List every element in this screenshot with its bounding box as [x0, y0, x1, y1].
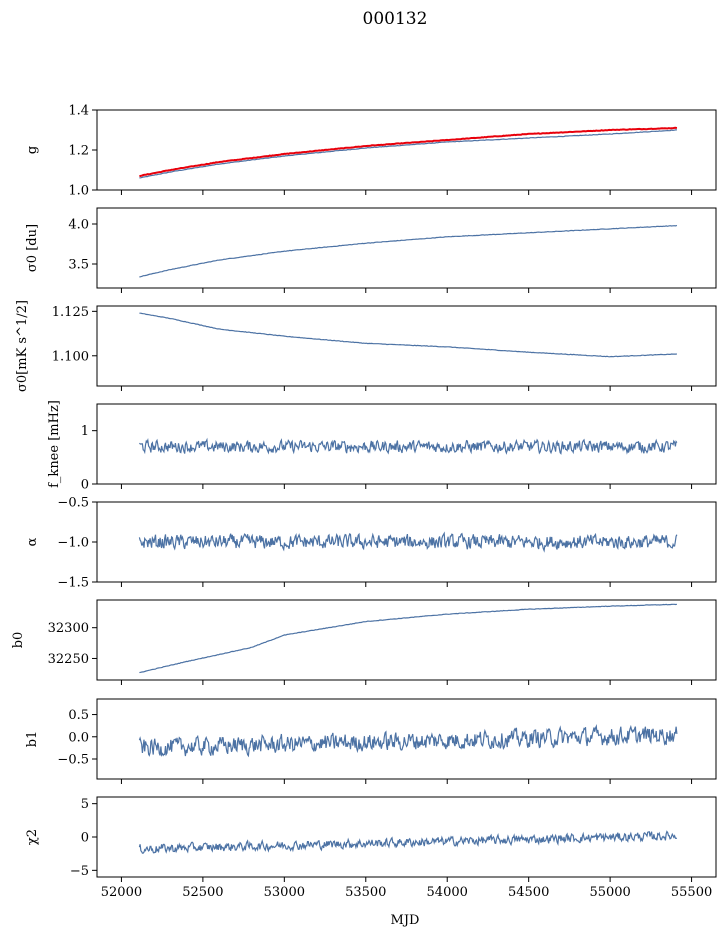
- series-line-4-1: [139, 437, 678, 455]
- panel-7: −0.5 0.0 0.5 b1: [25, 698, 717, 784]
- figure-title: 000132: [363, 9, 428, 29]
- y-tick-label-5-3: −0.5: [57, 496, 89, 511]
- y-axis-label-5: α: [25, 537, 40, 546]
- panel-3: 1.100 1.125 σ0[mK s^1/2]: [15, 300, 717, 392]
- x-axis-label: MJD: [391, 913, 420, 928]
- series-line-1-2: [139, 126, 678, 178]
- y-tick-label-1-1: 1.0: [68, 184, 89, 199]
- y-tick-label-3-2: 1.125: [52, 305, 89, 320]
- y-tick-label-3-1: 1.100: [52, 349, 89, 364]
- y-tick-label-2-1: 3.5: [68, 258, 89, 273]
- y-axis-label-7: b1: [25, 731, 40, 748]
- series-line-6-1: [139, 603, 677, 674]
- y-tick-label-1-3: 1.4: [68, 104, 89, 119]
- panel-1: 1.0 1.2 1.4 g: [25, 104, 717, 199]
- y-tick-label-4-1: 0: [81, 478, 89, 493]
- y-tick-label-7-3: 0.5: [68, 708, 89, 723]
- y-tick-label-5-2: −1.0: [57, 536, 89, 551]
- series-line-8-1: [138, 830, 678, 854]
- x-tick-label-1: 52000: [101, 885, 142, 900]
- y-axis-label-4: f_knee [mHz]: [47, 400, 62, 488]
- x-tick-label-3: 53000: [264, 885, 305, 900]
- y-tick-label-8-3: 5: [81, 797, 89, 812]
- panel-frame-6: [96, 599, 717, 681]
- series-line-2-1: [139, 224, 678, 278]
- panel-frame-8: [96, 796, 717, 878]
- panel-5: −1.5 −1.0 −0.5 α: [25, 496, 717, 591]
- y-axis-label-1: g: [25, 146, 40, 154]
- y-axis-label-3: σ0[mK s^1/2]: [15, 300, 30, 392]
- x-tick-label-2: 52500: [182, 885, 223, 900]
- panel-6: 32250 32300 b0: [11, 599, 717, 685]
- panel-frame-4: [96, 403, 717, 485]
- x-tick-label-4: 53500: [345, 885, 386, 900]
- y-tick-label-7-2: 0.0: [68, 730, 89, 745]
- panel-8: −5 0 5 52000 52500 53000 53500 54000 54500 55000 5…: [25, 796, 717, 900]
- y-tick-label-6-1: 32250: [48, 652, 89, 667]
- panel-2: 3.5 4.0 σ0 [du]: [25, 207, 717, 293]
- y-axis-label-6: b0: [11, 632, 26, 649]
- y-axis-label-2: σ0 [du]: [25, 224, 40, 272]
- series-line-1-1: [139, 129, 677, 179]
- y-axis-label-8: χ2: [25, 829, 40, 845]
- y-tick-label-5-1: −1.5: [57, 576, 89, 591]
- panel-frame-5: [96, 501, 717, 583]
- y-tick-label-1-2: 1.2: [68, 144, 89, 159]
- panel-frame-1: [96, 109, 717, 191]
- x-tick-label-7: 55000: [589, 885, 630, 900]
- panel-4: 0 1 f_knee [mHz]: [47, 400, 717, 493]
- y-tick-label-8-2: 0: [81, 831, 89, 846]
- y-tick-label-8-1: −5: [70, 864, 89, 879]
- y-tick-label-2-2: 4.0: [68, 218, 89, 233]
- x-tick-label-6: 54500: [508, 885, 549, 900]
- y-tick-label-6-2: 32300: [48, 621, 89, 636]
- series-line-3-1: [139, 312, 677, 358]
- panel-frame-7: [96, 698, 717, 780]
- panel-frame-3: [96, 305, 717, 387]
- y-tick-label-7-1: −0.5: [57, 753, 89, 768]
- y-tick-label-4-2: 1: [81, 424, 89, 439]
- x-tick-label-8: 55500: [671, 885, 712, 900]
- series-line-5-1: [138, 531, 678, 553]
- series-line-7-1: [138, 723, 678, 758]
- panel-frame-2: [96, 207, 717, 289]
- x-tick-label-5: 54000: [427, 885, 468, 900]
